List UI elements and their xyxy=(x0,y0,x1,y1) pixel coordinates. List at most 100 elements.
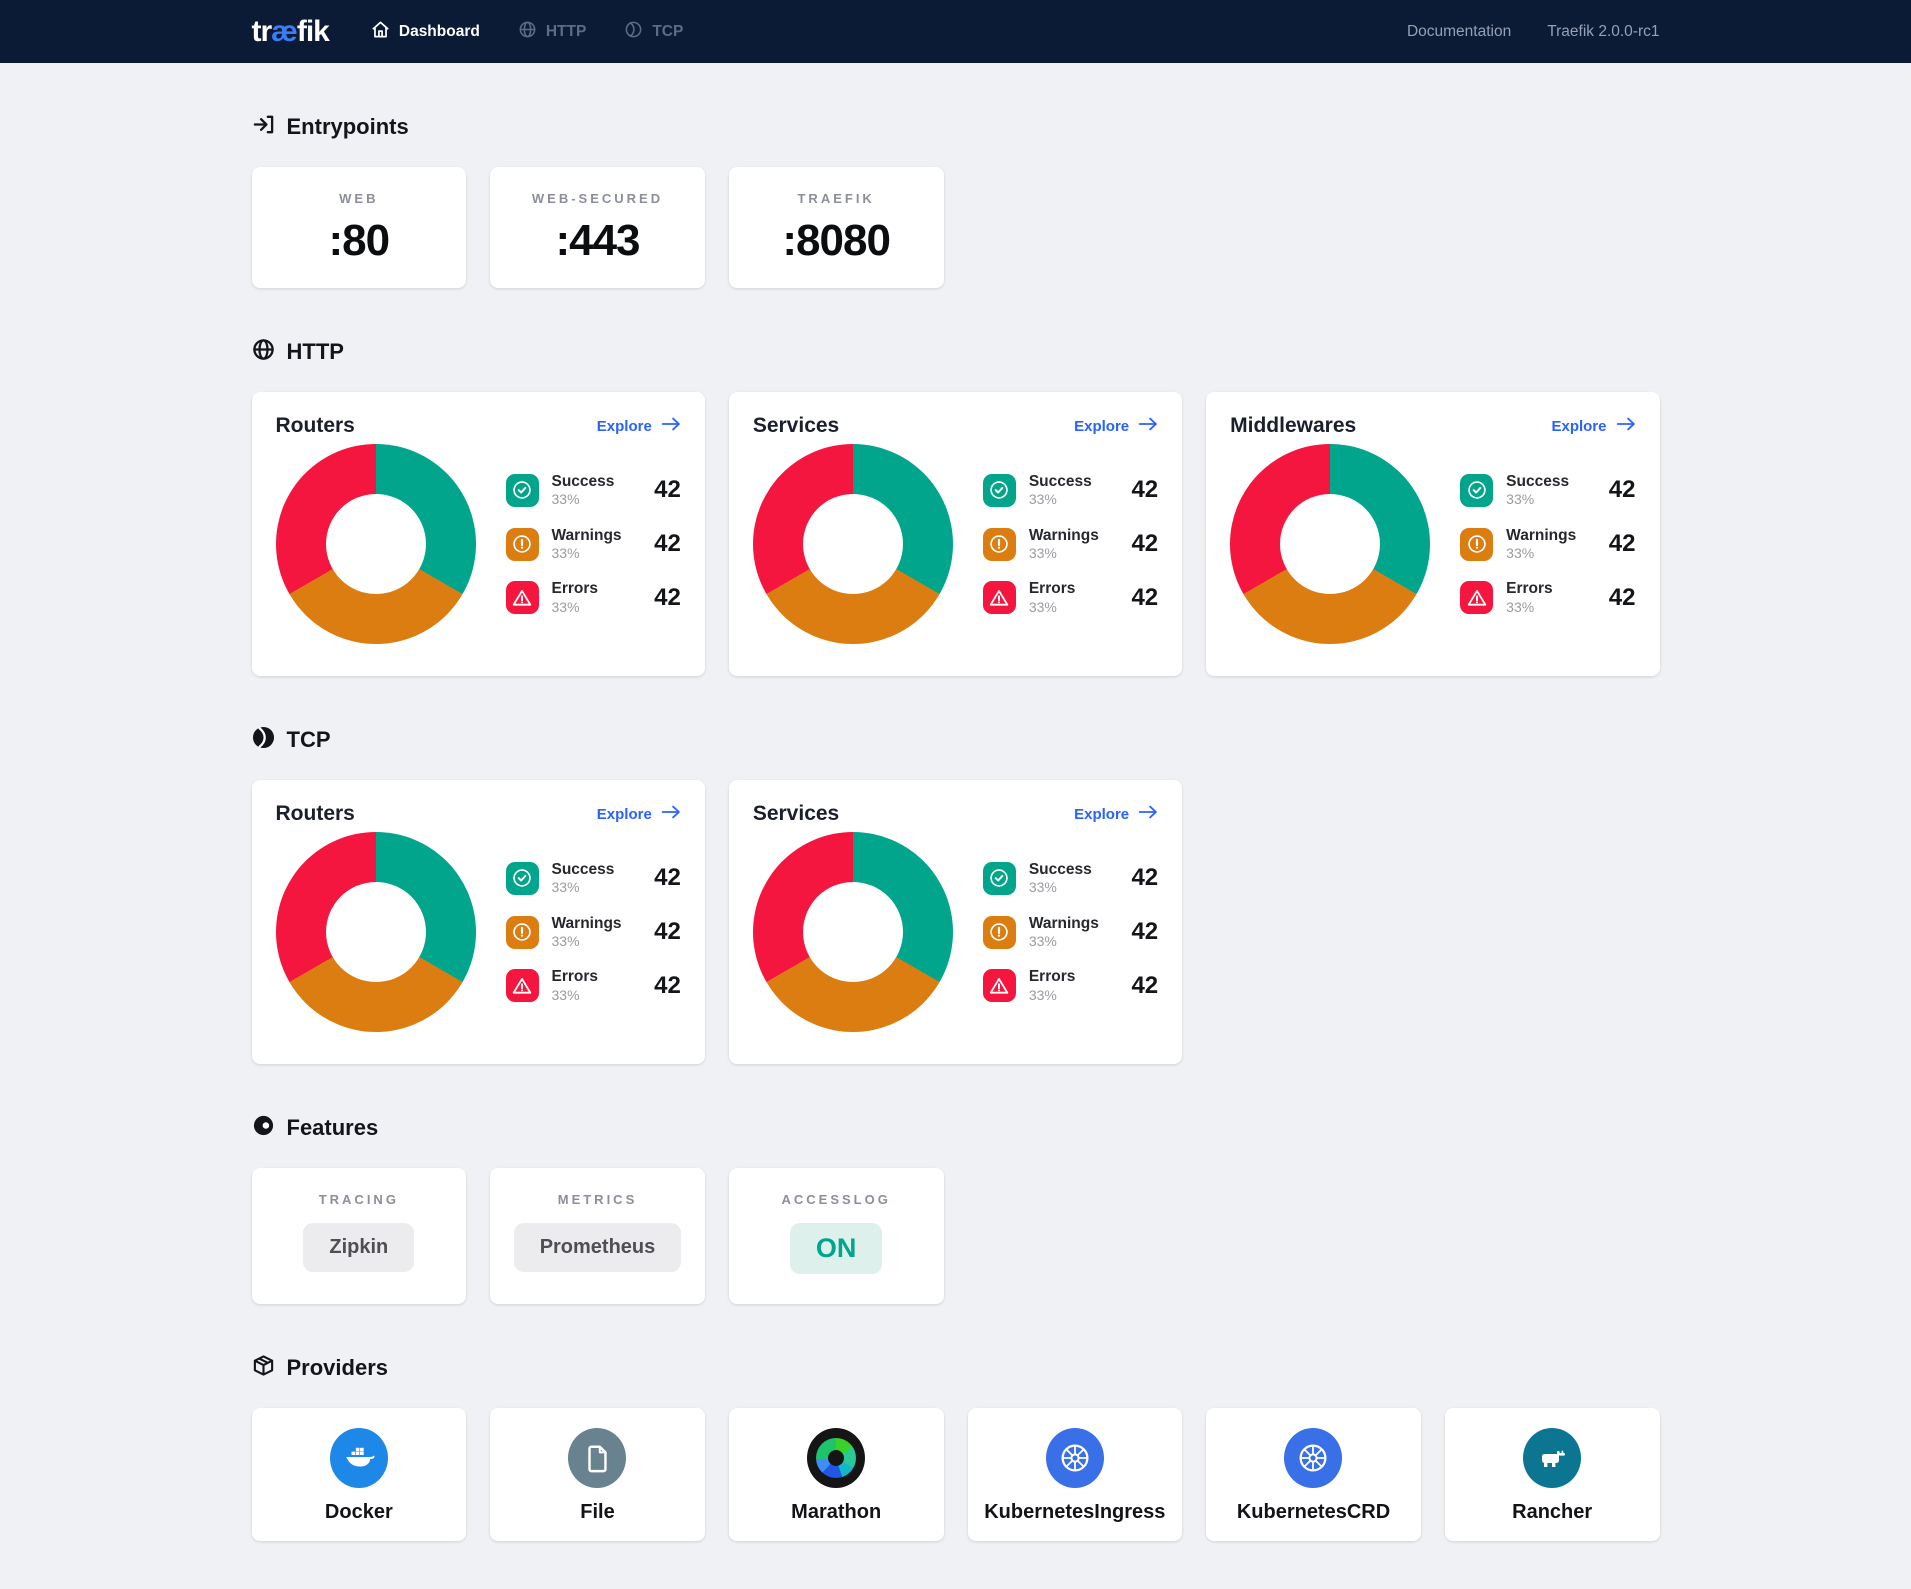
legend-value: 42 xyxy=(654,971,681,999)
legend-percent: 33% xyxy=(1028,879,1057,896)
chart-card: Routers Explore Success 33% 42 xyxy=(251,780,705,1064)
nav-item-dashboard[interactable]: Dashboard xyxy=(371,20,480,44)
check-circle-icon xyxy=(1460,473,1494,507)
legend-label: Errors xyxy=(1506,580,1553,598)
exclaim-circle-icon xyxy=(982,915,1016,949)
legend-label: Success xyxy=(1028,472,1092,490)
exclaim-circle-icon xyxy=(982,527,1016,561)
explore-link[interactable]: Explore xyxy=(597,416,681,436)
tcp-ball-icon xyxy=(624,20,643,44)
exclaim-circle-icon xyxy=(1460,527,1494,561)
nav-item-label: Dashboard xyxy=(398,22,480,40)
explore-link[interactable]: Explore xyxy=(1074,804,1158,824)
explore-link[interactable]: Explore xyxy=(1551,416,1635,436)
legend-label: Errors xyxy=(1028,580,1076,598)
chart-card-title: Middlewares xyxy=(1230,414,1357,437)
arrow-right-icon xyxy=(661,804,681,824)
legend-row: Success 33% 42 xyxy=(982,472,1158,509)
feature-card: ACCESSLOG ON xyxy=(728,1168,944,1304)
feature-value-badge: ON xyxy=(789,1223,883,1274)
legend-row: Success 33% 42 xyxy=(505,860,681,897)
version-label: Traefik 2.0.0-rc1 xyxy=(1547,22,1660,40)
donut-chart xyxy=(275,444,476,644)
explore-label: Explore xyxy=(596,805,652,823)
legend-label: Warnings xyxy=(1506,526,1577,544)
legend-row: Errors 33% 42 xyxy=(982,967,1159,1004)
legend-percent: 33% xyxy=(551,879,580,896)
chart-card: Services Explore Success 33% 42 xyxy=(728,780,1183,1064)
section-title: Providers xyxy=(286,1355,389,1380)
explore-link[interactable]: Explore xyxy=(1074,416,1158,436)
chart-card-title: Services xyxy=(752,414,840,437)
http-cards: Routers Explore Success 33% 42 xyxy=(251,392,1660,676)
chart-legend: Success 33% 42 Warnings 33% 42 Errors 33… xyxy=(505,472,681,617)
feature-value-badge: Prometheus xyxy=(513,1223,682,1272)
explore-label: Explore xyxy=(1551,417,1607,435)
entrypoint-card: TRAEFIK :8080 xyxy=(728,167,944,288)
marathon-icon xyxy=(807,1428,866,1488)
chart-legend: Success 33% 42 Warnings 33% 42 Errors 33… xyxy=(1460,472,1636,617)
section-title: Features xyxy=(286,1115,379,1140)
legend-percent: 33% xyxy=(1028,598,1057,615)
entrypoints-section-header: Entrypoints xyxy=(252,113,1660,141)
kubernetes-icon xyxy=(1045,1428,1104,1488)
nav-item-http[interactable]: HTTP xyxy=(518,20,586,44)
section-title: HTTP xyxy=(286,339,344,364)
provider-card: File xyxy=(490,1408,705,1541)
legend-row: Warnings 33% 42 xyxy=(505,526,681,563)
legend-row: Errors 33% 42 xyxy=(982,579,1159,616)
check-circle-icon xyxy=(982,861,1016,895)
feature-value-badge: Zipkin xyxy=(303,1223,415,1272)
arrow-right-icon xyxy=(1138,804,1158,824)
entrypoint-card: WEB :80 xyxy=(251,167,467,288)
legend-label: Errors xyxy=(1028,968,1076,986)
provider-name: File xyxy=(580,1501,615,1523)
legend-percent: 33% xyxy=(551,932,580,949)
explore-link[interactable]: Explore xyxy=(597,804,681,824)
legend-value: 42 xyxy=(1608,583,1636,611)
docker-icon xyxy=(329,1428,388,1488)
legend-row: Warnings 33% 42 xyxy=(1460,526,1636,563)
documentation-link[interactable]: Documentation xyxy=(1406,22,1512,40)
provider-name: KubernetesIngress xyxy=(984,1501,1166,1523)
legend-row: Errors 33% 42 xyxy=(505,579,681,616)
section-title: TCP xyxy=(286,727,331,752)
legend-value: 42 xyxy=(654,583,681,611)
chart-card: Middlewares Explore Success 33% 42 xyxy=(1206,392,1660,676)
chart-legend: Success 33% 42 Warnings 33% 42 Errors 33… xyxy=(982,472,1159,617)
chart-card-title: Routers xyxy=(275,802,355,825)
legend-label: Errors xyxy=(551,580,599,598)
provider-name: Rancher xyxy=(1512,1501,1593,1523)
provider-name: Marathon xyxy=(791,1501,882,1523)
legend-label: Errors xyxy=(551,968,599,986)
legend-row: Success 33% 42 xyxy=(982,860,1158,897)
warning-triangle-icon xyxy=(505,581,539,615)
legend-value: 42 xyxy=(1131,530,1159,557)
warning-triangle-icon xyxy=(1460,581,1494,615)
feature-name: TRACING xyxy=(318,1192,399,1207)
entrypoint-port: :80 xyxy=(328,216,391,265)
entrypoint-port: :8080 xyxy=(782,216,891,265)
nav-item-tcp[interactable]: TCP xyxy=(624,20,683,44)
check-circle-icon xyxy=(505,861,539,895)
donut-chart xyxy=(275,832,476,1032)
legend-value: 42 xyxy=(1131,583,1159,611)
legend-row: Errors 33% 42 xyxy=(1460,579,1636,616)
chart-card: Services Explore Success 33% 42 xyxy=(728,392,1183,676)
globe-icon xyxy=(518,20,537,44)
legend-percent: 33% xyxy=(551,491,580,508)
top-navbar: træfik Dashboard HTTP TCP xyxy=(0,0,1911,63)
traefik-logo[interactable]: træfik xyxy=(251,14,330,48)
legend-value: 42 xyxy=(1131,918,1159,945)
providers-package-icon xyxy=(252,1354,275,1382)
legend-percent: 33% xyxy=(1506,544,1535,561)
nav-item-label: HTTP xyxy=(545,22,587,40)
entrypoint-port: :443 xyxy=(555,216,640,265)
providers-section-header: Providers xyxy=(252,1354,1660,1382)
feature-name: METRICS xyxy=(557,1192,638,1207)
legend-label: Success xyxy=(1506,472,1570,490)
provider-card: KubernetesCRD xyxy=(1206,1408,1421,1541)
legend-value: 42 xyxy=(1131,971,1159,999)
main-nav: Dashboard HTTP TCP xyxy=(371,20,683,44)
providers-cards: Docker File Marathon KubernetesIngress K… xyxy=(251,1408,1660,1541)
